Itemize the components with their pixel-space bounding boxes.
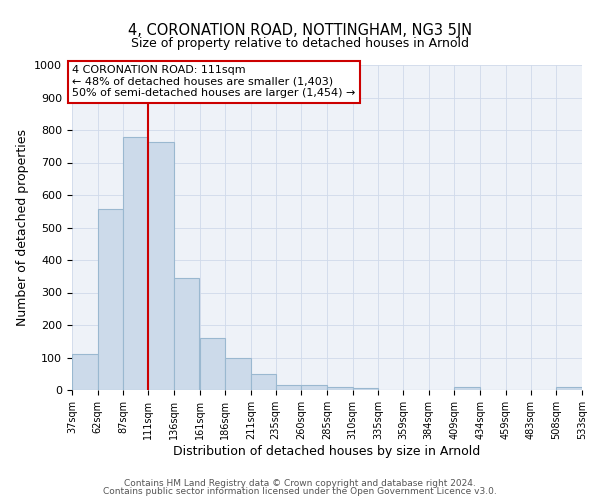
Bar — [98, 208, 124, 390]
Bar — [72, 354, 98, 390]
Text: 4, CORONATION ROAD, NOTTINGHAM, NG3 5JN: 4, CORONATION ROAD, NOTTINGHAM, NG3 5JN — [128, 22, 472, 38]
Text: Size of property relative to detached houses in Arnold: Size of property relative to detached ho… — [131, 38, 469, 51]
Bar — [225, 358, 251, 390]
Bar — [251, 374, 275, 390]
Bar — [199, 338, 225, 390]
Bar — [353, 388, 379, 390]
Bar — [455, 387, 480, 390]
Bar — [556, 388, 582, 390]
Bar — [327, 388, 353, 390]
Bar — [275, 385, 301, 390]
X-axis label: Distribution of detached houses by size in Arnold: Distribution of detached houses by size … — [173, 444, 481, 458]
Text: Contains public sector information licensed under the Open Government Licence v3: Contains public sector information licen… — [103, 487, 497, 496]
Bar — [174, 278, 199, 390]
Bar — [148, 142, 174, 390]
Text: Contains HM Land Registry data © Crown copyright and database right 2024.: Contains HM Land Registry data © Crown c… — [124, 478, 476, 488]
Bar — [124, 136, 148, 390]
Bar — [301, 385, 327, 390]
Text: 4 CORONATION ROAD: 111sqm
← 48% of detached houses are smaller (1,403)
50% of se: 4 CORONATION ROAD: 111sqm ← 48% of detac… — [72, 65, 355, 98]
Y-axis label: Number of detached properties: Number of detached properties — [16, 129, 29, 326]
